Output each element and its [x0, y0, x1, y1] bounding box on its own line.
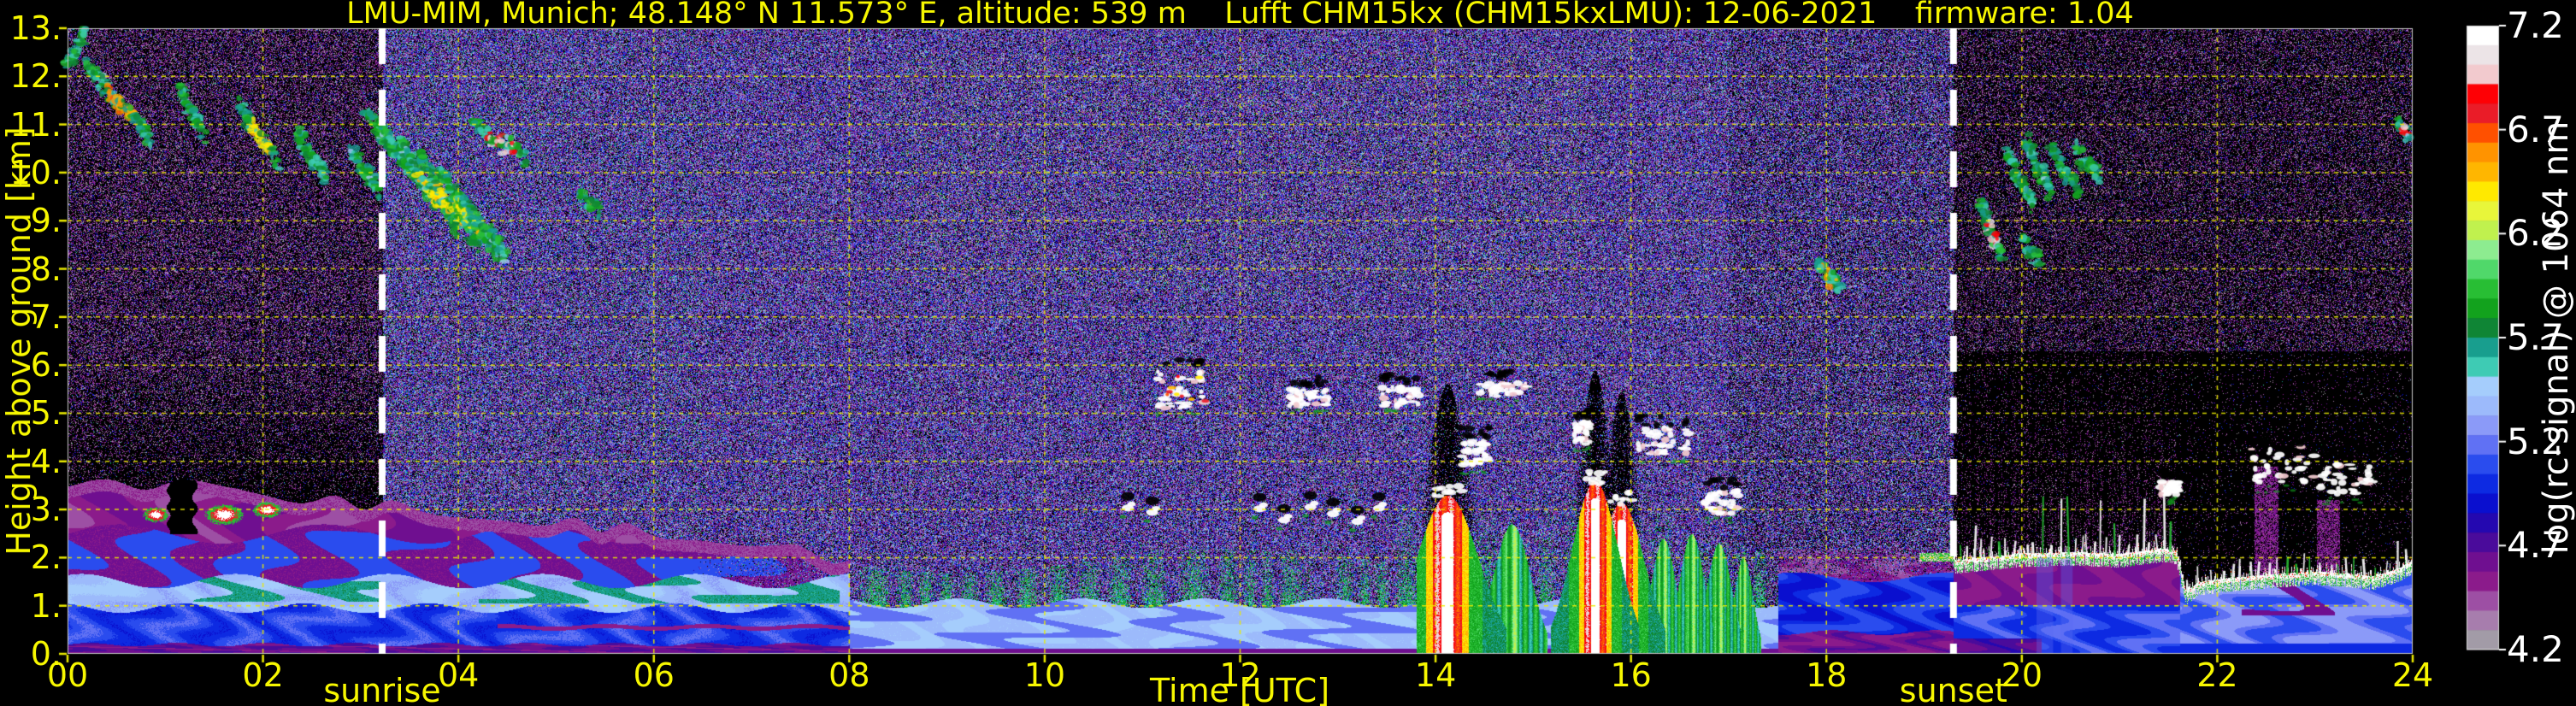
y-tick-label: 7. — [30, 297, 62, 336]
x-tick-label: 02 — [242, 656, 284, 694]
colorbar-tick-label: 5.2 — [2507, 420, 2564, 462]
y-tick-label: 5. — [30, 394, 62, 432]
y-tick-label: 0. — [30, 635, 62, 673]
y-tick-label: 6. — [30, 346, 62, 385]
colorbar-tick-label: 4.2 — [2507, 628, 2564, 670]
y-tick-label: 4. — [30, 442, 62, 480]
colorbar-tick-label: 6.7 — [2507, 108, 2564, 150]
x-tick-label: 18 — [1806, 656, 1848, 694]
colorbar-tick-label: 6.2 — [2507, 212, 2564, 255]
x-tick-label: 06 — [633, 656, 675, 694]
x-tick-label: 12 — [1219, 656, 1261, 694]
y-tick-label: 3. — [30, 491, 62, 529]
y-tick-label: 2. — [30, 538, 62, 577]
colorbar-tick-label: 7.2 — [2507, 4, 2564, 46]
x-tick-label: 04 — [437, 656, 480, 694]
y-tick-label: 9. — [30, 202, 62, 240]
y-tick-label: 1. — [30, 586, 62, 625]
x-tick-label: 24 — [2391, 656, 2434, 694]
chart-title: LMU-MIM, Munich; 48.148° N 11.573° E, al… — [346, 0, 2134, 31]
x-tick-label: 16 — [1610, 656, 1652, 694]
x-tick-label: 14 — [1414, 656, 1457, 694]
y-tick-label: 8. — [30, 250, 62, 288]
x-tick-label: 22 — [2196, 656, 2238, 694]
y-tick-label: 11. — [9, 105, 62, 144]
x-axis-label: Time [UTC] — [1149, 672, 1330, 706]
y-tick-label: 12. — [9, 57, 62, 96]
sunset-label: sunset — [1899, 672, 2007, 706]
x-tick-label: 08 — [828, 656, 870, 694]
y-tick-label: 13. — [9, 9, 62, 47]
x-tick-label: 10 — [1023, 656, 1066, 694]
colorbar-tick-label: 4.7 — [2507, 524, 2564, 567]
colorbar-tick-label: 5.7 — [2507, 316, 2564, 358]
x-tick-label: 20 — [2001, 656, 2043, 694]
y-tick-label: 10. — [9, 153, 62, 191]
sunrise-label: sunrise — [323, 672, 441, 706]
x-tick-label: 00 — [46, 656, 89, 694]
